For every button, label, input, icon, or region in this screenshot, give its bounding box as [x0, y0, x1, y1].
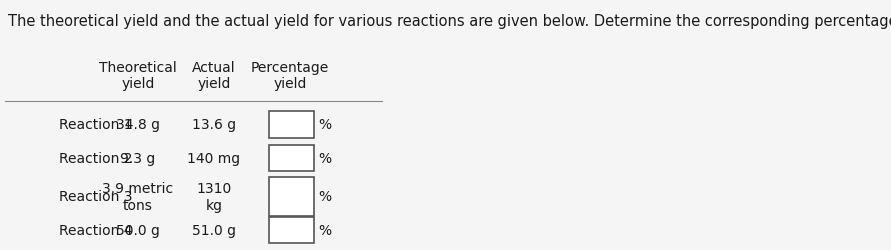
Text: %: % — [319, 223, 331, 237]
Text: 3.9 metric
tons: 3.9 metric tons — [102, 182, 174, 212]
Text: %: % — [319, 152, 331, 165]
Text: 34.8 g: 34.8 g — [116, 118, 159, 132]
FancyBboxPatch shape — [269, 146, 314, 171]
Text: Actual
yield: Actual yield — [192, 61, 236, 91]
Text: 9.3 g: 9.3 g — [120, 152, 155, 165]
FancyBboxPatch shape — [269, 217, 314, 243]
Text: Percentage
yield: Percentage yield — [251, 61, 330, 91]
Text: The theoretical yield and the actual yield for various reactions are given below: The theoretical yield and the actual yie… — [8, 14, 891, 29]
Text: 51.0 g: 51.0 g — [192, 223, 236, 237]
Text: Reaction 4: Reaction 4 — [59, 223, 132, 237]
Text: 50.0 g: 50.0 g — [116, 223, 159, 237]
Text: Reaction 3: Reaction 3 — [59, 190, 132, 204]
Text: 1310
kg: 1310 kg — [196, 182, 232, 212]
FancyBboxPatch shape — [269, 178, 314, 216]
Text: %: % — [319, 118, 331, 132]
FancyBboxPatch shape — [269, 112, 314, 138]
Text: Reaction 2: Reaction 2 — [59, 152, 132, 165]
Text: Reaction 1: Reaction 1 — [59, 118, 132, 132]
Text: 13.6 g: 13.6 g — [192, 118, 236, 132]
Text: %: % — [319, 190, 331, 204]
Text: Theoretical
yield: Theoretical yield — [99, 61, 176, 91]
Text: 140 mg: 140 mg — [187, 152, 241, 165]
